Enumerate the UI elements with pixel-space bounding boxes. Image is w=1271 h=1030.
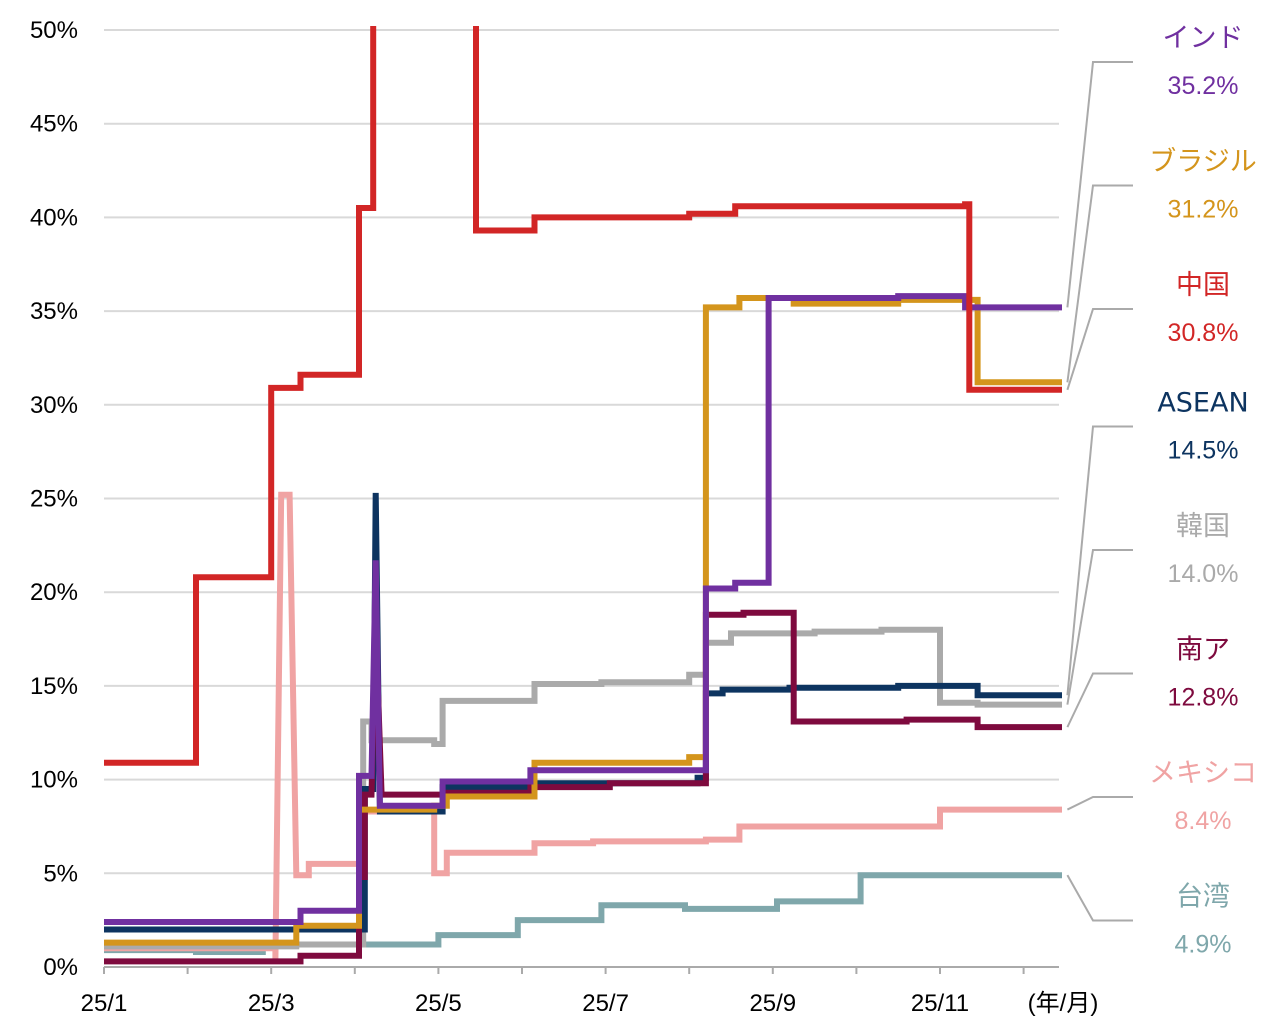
series-label-asean: ASEAN [1157,388,1248,419]
x-tick-label: 25/3 [248,990,295,1017]
series-lines [104,26,1062,965]
series-label-korea: 韓国 [1176,511,1230,542]
series-line-asean [104,492,1062,933]
series-value-taiwan: 4.9% [1175,931,1232,959]
series-value-asean: 14.5% [1168,437,1239,465]
series-line-india [104,293,1062,925]
leader-line-asean [1066,425,1133,696]
series-line-taiwan [104,872,1062,955]
series-label-mexico: メキシコ [1149,758,1257,789]
y-tick-label: 30% [30,392,78,419]
x-tick-label: 25/11 [911,990,969,1017]
series-line-china [104,26,1062,766]
leader-line-south-africa [1066,672,1133,728]
y-tick-label: 20% [30,579,78,606]
y-tick-label: 15% [30,673,78,700]
y-tick-label: 25% [30,486,78,513]
leader-line-korea [1066,549,1133,705]
x-axis-title: (年/月) [1028,990,1099,1017]
y-tick-label: 50% [30,17,78,44]
series-label-brazil: ブラジル [1149,147,1256,178]
series-labels: インド 35.2% ブラジル 31.2% 中国 30.8% ASEAN 14.5% 韓国 14.0… [1149,23,1257,959]
leader-line-brazil [1066,184,1133,383]
x-tick-label: 25/1 [81,990,128,1017]
grid-lines [104,29,1059,968]
series-label-india: インド [1163,23,1244,54]
leader-line-india [1066,61,1133,308]
series-line-mexico [104,491,1062,960]
leader-line-taiwan [1066,874,1133,922]
series-value-china: 30.8% [1168,319,1239,347]
series-label-china: 中国 [1176,270,1230,301]
y-axis-ticks: 0% 5% 10% 15% 20% 25% 30% 35% 40% 45% 50% [30,17,78,981]
y-tick-label: 5% [43,860,78,887]
series-value-india: 35.2% [1168,72,1239,100]
series-value-south-africa: 12.8% [1168,684,1239,712]
series-label-taiwan: 台湾 [1176,882,1230,913]
y-tick-label: 35% [30,298,78,325]
x-axis-ticks: 25/1 25/3 25/5 25/7 25/9 25/11 [81,967,1025,1017]
x-tick-label: 25/5 [415,990,462,1017]
series-value-korea: 14.0% [1168,560,1239,588]
leader-line-china [1066,308,1133,391]
series-label-south-africa: 南ア [1176,635,1230,666]
series-value-brazil: 31.2% [1168,196,1239,224]
label-leader-lines [1066,61,1133,922]
y-tick-label: 40% [30,204,78,231]
series-value-mexico: 8.4% [1175,807,1232,835]
y-tick-label: 0% [43,954,78,981]
y-tick-label: 45% [30,111,78,138]
x-tick-label: 25/9 [749,990,796,1017]
y-tick-label: 10% [30,767,78,794]
leader-line-mexico [1066,796,1133,811]
series-line-south-africa [104,609,1062,965]
x-tick-label: 25/7 [582,990,629,1017]
